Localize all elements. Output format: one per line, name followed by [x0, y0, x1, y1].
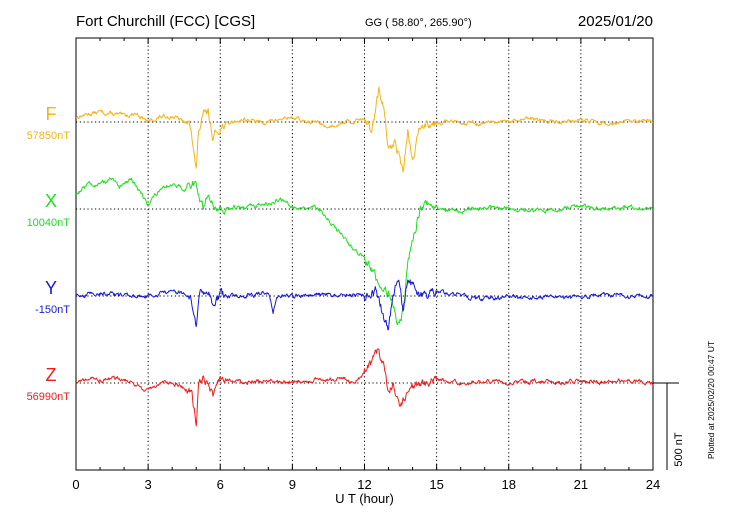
x-tick-label: 24 — [646, 477, 660, 492]
series-line-F — [75, 86, 653, 173]
series-baseline-Z: 56990nT — [27, 391, 71, 403]
x-tick-label: 3 — [145, 477, 152, 492]
x-tick-label: 21 — [574, 477, 588, 492]
series-line-X — [75, 177, 654, 326]
scale-bar-label: 500 nT — [673, 432, 685, 467]
series-name-X: X — [45, 191, 57, 211]
station-title: Fort Churchill (FCC) [CGS] — [76, 13, 255, 30]
station-coords: GG ( 58.80°, 265.90°) — [365, 17, 472, 29]
series-name-Y: Y — [45, 278, 57, 298]
x-tick-label: 9 — [289, 477, 296, 492]
x-tick-label: 0 — [72, 477, 79, 492]
x-tick-label: 15 — [429, 477, 443, 492]
x-tick-label: 12 — [357, 477, 371, 492]
plot-date: 2025/01/20 — [578, 13, 653, 30]
series-baseline-F: 57850nT — [27, 130, 71, 142]
x-axis-label: U T (hour) — [335, 491, 394, 506]
series-name-F: F — [46, 104, 57, 124]
series-line-Y — [75, 279, 654, 331]
series-baseline-Y: -150nT — [35, 304, 70, 316]
series-name-Z: Z — [46, 365, 57, 385]
grid-lines — [147, 38, 582, 470]
series-group: F 57850nT X 10040nT Y -150nT Z 56990nT — [27, 86, 654, 427]
scale-bar: 500 nT — [653, 382, 685, 470]
x-tick-label: 6 — [217, 477, 224, 492]
plotted-timestamp: Plotted at 2025/02/20 00:47 UT — [706, 341, 716, 459]
x-axis: 0 3 6 9 12 15 18 21 24 — [72, 38, 660, 492]
series-line-Z — [75, 348, 654, 427]
series-baseline-X: 10040nT — [27, 217, 71, 229]
x-tick-label: 18 — [502, 477, 516, 492]
